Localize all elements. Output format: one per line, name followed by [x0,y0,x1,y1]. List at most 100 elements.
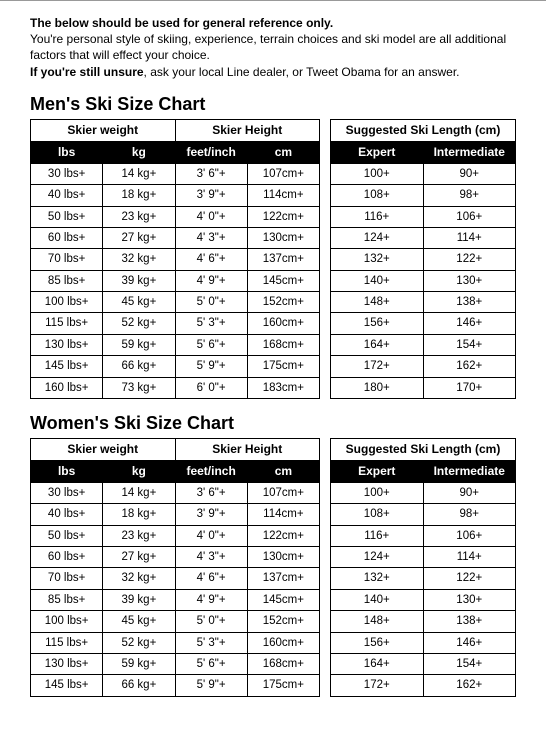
table-row: 116+106+ [331,525,516,546]
table-cell: 154+ [423,653,516,674]
table-cell: 60 lbs+ [31,547,103,568]
table-cell: 124+ [331,227,424,248]
table-cell: 85 lbs+ [31,270,103,291]
table-cell: 160 lbs+ [31,377,103,398]
table-cell: 98+ [423,185,516,206]
table-row: 140+130+ [331,270,516,291]
table-row: 30 lbs+14 kg+3' 6"+107cm+ [31,163,320,184]
column-header: feet/inch [175,460,247,482]
table-cell: 124+ [331,547,424,568]
table-row: 172+162+ [331,675,516,696]
table-cell: 148+ [331,611,424,632]
table-row: 100 lbs+45 kg+5' 0"+152cm+ [31,611,320,632]
intro-line3-bold: If you're still unsure [30,65,144,79]
table-cell: 100 lbs+ [31,292,103,313]
table-cell: 180+ [331,377,424,398]
table-cell: 30 lbs+ [31,163,103,184]
table-row: 60 lbs+27 kg+4' 3"+130cm+ [31,547,320,568]
column-header: lbs [31,141,103,163]
table-cell: 130 lbs+ [31,334,103,355]
table-cell: 160cm+ [247,632,319,653]
chart-section: Men's Ski Size ChartSkier weightSkier He… [30,94,516,399]
table-cell: 138+ [423,611,516,632]
table-cell: 145 lbs+ [31,356,103,377]
table-row: 100+90+ [331,163,516,184]
column-header: lbs [31,460,103,482]
table-cell: 107cm+ [247,163,319,184]
table-cell: 172+ [331,356,424,377]
table-row: 156+146+ [331,632,516,653]
table-cell: 140+ [331,589,424,610]
table-cell: 90+ [423,482,516,503]
tables-wrap: Skier weightSkier Heightlbskgfeet/inchcm… [30,438,516,697]
table-cell: 50 lbs+ [31,525,103,546]
table-row: 115 lbs+52 kg+5' 3"+160cm+ [31,632,320,653]
table-cell: 122cm+ [247,206,319,227]
table-row: 180+170+ [331,377,516,398]
table-cell: 152cm+ [247,611,319,632]
table-cell: 122cm+ [247,525,319,546]
table-row: 124+114+ [331,547,516,568]
table-cell: 108+ [331,504,424,525]
group-header: Skier weight [31,119,176,141]
table-cell: 3' 6"+ [175,163,247,184]
table-cell: 138+ [423,292,516,313]
table-cell: 90+ [423,163,516,184]
table-cell: 116+ [331,206,424,227]
table-row: 156+146+ [331,313,516,334]
table-row: 40 lbs+18 kg+3' 9"+114cm+ [31,185,320,206]
table-cell: 4' 3"+ [175,227,247,248]
chart-section: Women's Ski Size ChartSkier weightSkier … [30,413,516,697]
table-cell: 146+ [423,632,516,653]
table-cell: 145cm+ [247,589,319,610]
table-cell: 14 kg+ [103,163,175,184]
table-cell: 27 kg+ [103,227,175,248]
table-row: 100+90+ [331,482,516,503]
table-row: 30 lbs+14 kg+3' 6"+107cm+ [31,482,320,503]
table-cell: 32 kg+ [103,568,175,589]
table-cell: 160cm+ [247,313,319,334]
table-row: 145 lbs+66 kg+5' 9"+175cm+ [31,675,320,696]
chart-title: Men's Ski Size Chart [30,94,516,115]
table-row: 108+98+ [331,185,516,206]
table-cell: 170+ [423,377,516,398]
table-row: 148+138+ [331,611,516,632]
table-row: 130 lbs+59 kg+5' 6"+168cm+ [31,653,320,674]
column-header: feet/inch [175,141,247,163]
table-cell: 146+ [423,313,516,334]
table-cell: 114+ [423,227,516,248]
table-cell: 45 kg+ [103,292,175,313]
column-header: kg [103,460,175,482]
table-cell: 23 kg+ [103,525,175,546]
table-cell: 114+ [423,547,516,568]
table-cell: 4' 3"+ [175,547,247,568]
table-cell: 130cm+ [247,547,319,568]
table-cell: 152cm+ [247,292,319,313]
table-row: 172+162+ [331,356,516,377]
table-cell: 5' 9"+ [175,356,247,377]
table-cell: 156+ [331,313,424,334]
column-header: cm [247,460,319,482]
table-cell: 39 kg+ [103,589,175,610]
table-cell: 145 lbs+ [31,675,103,696]
right-table: Suggested Ski Length (cm)ExpertIntermedi… [330,119,516,399]
table-row: 70 lbs+32 kg+4' 6"+137cm+ [31,249,320,270]
table-cell: 18 kg+ [103,185,175,206]
table-cell: 60 lbs+ [31,227,103,248]
table-cell: 66 kg+ [103,675,175,696]
left-table: Skier weightSkier Heightlbskgfeet/inchcm… [30,438,320,697]
table-cell: 4' 9"+ [175,589,247,610]
table-row: 40 lbs+18 kg+3' 9"+114cm+ [31,504,320,525]
table-cell: 106+ [423,525,516,546]
table-cell: 130 lbs+ [31,653,103,674]
table-cell: 39 kg+ [103,270,175,291]
table-cell: 108+ [331,185,424,206]
table-cell: 23 kg+ [103,206,175,227]
table-cell: 5' 3"+ [175,313,247,334]
table-cell: 122+ [423,249,516,270]
table-row: 108+98+ [331,504,516,525]
intro-line3-rest: , ask your local Line dealer, or Tweet O… [144,65,460,79]
table-cell: 156+ [331,632,424,653]
table-row: 145 lbs+66 kg+5' 9"+175cm+ [31,356,320,377]
table-row: 50 lbs+23 kg+4' 0"+122cm+ [31,206,320,227]
